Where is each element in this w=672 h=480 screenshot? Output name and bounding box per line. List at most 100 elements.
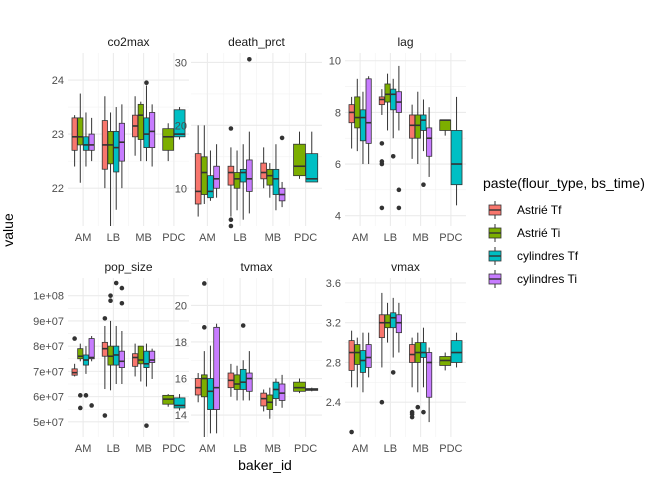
facet-title: tvmax xyxy=(240,260,272,274)
box-iqr xyxy=(233,374,241,390)
outlier-point xyxy=(409,414,415,420)
box-iqr xyxy=(149,350,156,363)
outlier-point xyxy=(144,423,149,428)
box-iqr xyxy=(239,368,247,390)
box-PDC-cylindres-Tf xyxy=(450,332,463,368)
box-MB-Astrié-Ti xyxy=(137,101,144,162)
box-MB-Astrié-Ti xyxy=(266,387,274,419)
box-iqr xyxy=(395,314,402,334)
x-tick-label: AM xyxy=(352,443,369,455)
legend-label: cylindres Ti xyxy=(517,272,577,286)
box-LB-Astrié-Ti xyxy=(233,150,241,211)
x-tick-label: PDC xyxy=(162,232,185,244)
x-tick-label: LB xyxy=(107,232,120,244)
box-PDC-Astrié-Ti xyxy=(293,131,306,179)
x-tick-label: MB xyxy=(265,232,282,244)
facet-title: pop_size xyxy=(104,260,152,274)
box-MB-Astrié-Ti xyxy=(414,332,421,410)
box-PDC-cylindres-Tf xyxy=(173,394,186,411)
box-AM-cylindres-Ti xyxy=(88,336,95,408)
facet-panel-tvmax: tvmax 14 16 18 20 AM LB MB PDC xyxy=(175,260,322,455)
box-PDC-cylindres-Tf xyxy=(305,387,319,392)
outlier-point xyxy=(390,370,396,375)
box-iqr xyxy=(365,344,372,368)
box-iqr xyxy=(354,344,361,365)
box-iqr xyxy=(278,383,286,401)
box-iqr xyxy=(88,338,95,360)
box-iqr xyxy=(77,117,84,146)
x-tick-label: LB xyxy=(384,443,397,455)
box-iqr xyxy=(132,353,139,367)
box-LB-Astrié-Tf xyxy=(101,96,108,189)
box-iqr xyxy=(293,143,306,177)
box-iqr xyxy=(77,348,84,360)
box-LB-Astrié-Ti xyxy=(233,365,241,401)
y-tick-label: 5e+07 xyxy=(33,417,64,429)
outlier-point xyxy=(113,280,119,286)
box-PDC-Astrié-Ti xyxy=(293,378,306,394)
box-MB-Astrié-Ti xyxy=(137,345,144,382)
box-LB-cylindres-Ti xyxy=(246,351,253,401)
outlier-point xyxy=(83,393,89,398)
box-AM-Astrié-Tf xyxy=(194,125,202,217)
box-iqr xyxy=(173,109,186,138)
box-AM-cylindres-Tf xyxy=(82,346,89,398)
legend-label: cylindres Tf xyxy=(517,249,579,263)
box-LB-cylindres-Tf xyxy=(390,297,397,375)
box-LB-cylindres-Tf xyxy=(390,78,397,159)
box-iqr xyxy=(239,168,247,183)
box-iqr xyxy=(246,159,253,192)
outlier-point xyxy=(379,159,385,164)
box-iqr xyxy=(266,168,274,186)
y-tick-label: 3.2 xyxy=(326,318,341,330)
facet-panel-pop_size: pop_size 5e+07 6e+07 7e+07 8e+07 9e+07 1e+08 AM… xyxy=(33,260,189,455)
outlier-point xyxy=(247,56,252,62)
box-AM-cylindres-Ti xyxy=(365,76,372,165)
outlier-point xyxy=(228,126,234,131)
box-MB-Astrié-Ti xyxy=(266,163,274,198)
x-tick-label: LB xyxy=(384,232,397,244)
box-LB-Astrié-Ti xyxy=(384,302,391,343)
box-iqr xyxy=(348,104,355,124)
box-LB-Astrié-Tf xyxy=(227,126,235,229)
box-iqr xyxy=(420,114,427,131)
box-iqr xyxy=(71,117,78,151)
x-tick-label: AM xyxy=(199,443,216,455)
facet-panels: co2max 22 23 24 AM LB MB PDC death_prct 10 20 30 AM L… xyxy=(33,35,466,455)
outlier-point xyxy=(396,187,402,193)
outlier-point xyxy=(77,393,83,398)
box-PDC-Astrié-Ti xyxy=(162,394,175,407)
outlier-point xyxy=(421,182,426,187)
box-LB-cylindres-Ti xyxy=(246,56,253,214)
box-iqr xyxy=(194,378,202,396)
box-iqr xyxy=(348,340,355,371)
box-AM-Astrié-Ti xyxy=(77,93,84,183)
box-iqr xyxy=(88,133,95,151)
outlier-point xyxy=(202,325,207,330)
box-iqr xyxy=(272,168,280,195)
box-iqr xyxy=(365,78,372,144)
box-AM-cylindres-Tf xyxy=(207,345,214,434)
x-tick-label: LB xyxy=(233,232,246,244)
box-iqr xyxy=(173,397,186,409)
y-tick-label: 3.6 xyxy=(326,278,341,290)
box-MB-cylindres-Ti xyxy=(278,374,286,408)
box-iqr xyxy=(414,114,421,139)
facet-title: co2max xyxy=(107,35,149,49)
outlier-point xyxy=(279,135,285,141)
y-tick-label: 4 xyxy=(335,211,341,223)
legend-label: Astrié Ti xyxy=(517,226,560,240)
box-LB-cylindres-Ti xyxy=(118,104,125,189)
box-iqr xyxy=(354,96,361,129)
y-tick-label: 14 xyxy=(175,410,187,422)
y-tick-label: 23 xyxy=(52,129,64,141)
box-iqr xyxy=(378,314,385,339)
box-PDC-cylindres-Tf xyxy=(173,107,186,140)
box-MB-Astrié-Ti xyxy=(414,91,421,165)
box-iqr xyxy=(450,340,463,363)
y-tick-label: 24 xyxy=(52,75,64,87)
box-AM-Astrié-Tf xyxy=(71,336,78,377)
legend-item-cylindres-Tf: cylindres Tf xyxy=(488,247,579,265)
legend: paste(flour_type, bs_time) Astrié TfAstr… xyxy=(483,175,645,288)
box-iqr xyxy=(137,345,144,365)
